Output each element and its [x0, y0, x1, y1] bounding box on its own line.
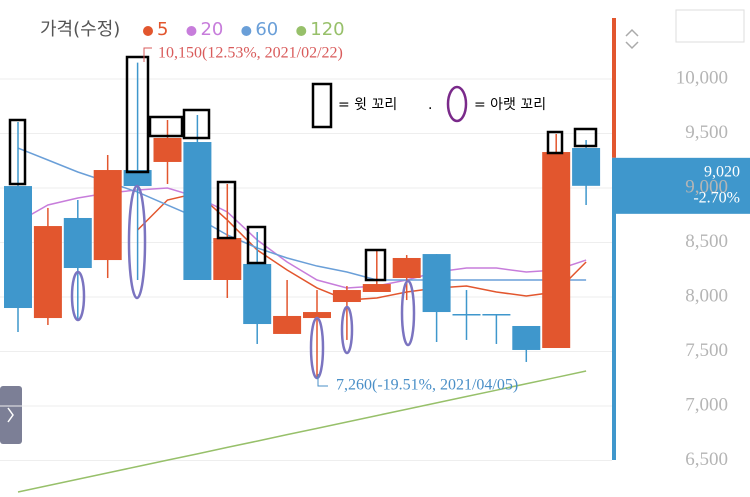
legend-marker: [186, 26, 197, 36]
candle-body: [542, 152, 571, 349]
high-annotation: 10,150(12.53%, 2021/02/22): [158, 45, 343, 62]
expand-button[interactable]: [0, 386, 22, 444]
down-bar: [612, 157, 616, 460]
y-tick-label: 8,500: [685, 231, 728, 252]
upper-wick-note: = 윗 꼬리: [338, 97, 397, 113]
current-price: 9,020: [704, 164, 740, 181]
stepper[interactable]: [625, 28, 639, 50]
legend-title: 가격(수정): [40, 19, 120, 40]
high-pointer: [143, 47, 152, 62]
expand-icon: [7, 407, 14, 423]
price-change: -2.70%: [693, 190, 740, 207]
note-separator: .: [428, 97, 432, 113]
y-tick-label: 10,000: [676, 67, 728, 88]
y-tick-label: 7,500: [685, 340, 728, 361]
y-tick-label: 6,500: [685, 449, 728, 470]
candle-body: [213, 238, 242, 280]
candle-body: [422, 254, 451, 313]
ma-line: [17, 370, 587, 493]
candle-body: [452, 314, 481, 316]
candle-body: [243, 263, 272, 325]
candle-body: [183, 142, 212, 280]
legend-marker: [241, 26, 252, 36]
candle-body: [392, 257, 421, 279]
candle-body: [512, 325, 541, 350]
up-bar: [612, 18, 616, 158]
candle-body: [572, 148, 601, 186]
y-tick-label: 9,000: [685, 176, 728, 197]
legend-marker: [296, 26, 307, 36]
candle-body: [362, 284, 391, 292]
price-box: [614, 157, 750, 214]
low-annotation: 7,260(-19.51%, 2021/04/05): [336, 377, 518, 394]
low-pointer: [317, 374, 328, 387]
annotation-boxes: [8, 55, 598, 282]
legend-label: 60: [255, 19, 278, 40]
candle-body: [153, 137, 182, 162]
y-tick-label: 9,500: [685, 122, 728, 143]
candle-body: [4, 186, 32, 309]
y-tick-label: 7,000: [685, 394, 728, 415]
candle-body: [332, 290, 361, 303]
lower-wick-note: = 아랫 꼬리: [474, 97, 546, 113]
annotation-ellipses: [70, 85, 468, 380]
candle-body: [33, 226, 62, 319]
candle-body: [303, 312, 331, 319]
legend-label: 120: [310, 19, 344, 40]
period-box[interactable]: [675, 9, 745, 43]
ma-line: [137, 192, 587, 301]
candle-body: [123, 170, 152, 187]
candle-body: [273, 315, 302, 334]
candle-body: [63, 217, 92, 269]
legend-label: 5: [157, 19, 168, 40]
legend-label: 20: [200, 19, 223, 40]
candle-body: [93, 170, 122, 261]
candle-body: [482, 314, 511, 316]
y-tick-label: 8,000: [685, 285, 728, 306]
legend-marker: [143, 26, 153, 36]
